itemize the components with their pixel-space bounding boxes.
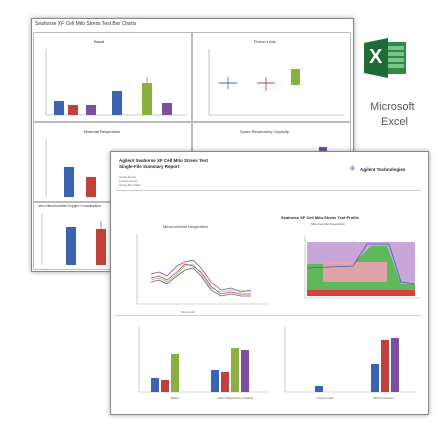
report-header-divider <box>115 190 421 191</box>
ocr-series-purple <box>150 259 252 293</box>
back-basal-bar <box>112 91 122 115</box>
back-panel-title-maximal: Maximal Respiration <box>84 129 121 134</box>
report-bottom-divider <box>115 315 421 316</box>
back-basal-bar <box>68 105 78 115</box>
report-subtitle: Single-File Summary Report <box>119 164 180 169</box>
bottom-bar-atp <box>391 338 399 392</box>
bottom-bar-atp <box>381 340 389 392</box>
front-report-sheet: Agilent Seahorse XF Cell Mito Stress Tes… <box>110 151 429 415</box>
ocr-line-chart <box>136 234 269 305</box>
excel-letter: X <box>369 46 383 68</box>
back-panel-title-basal: Basal <box>94 39 105 44</box>
back-basal-bar <box>162 103 172 115</box>
bottom-label-basal: Basal <box>171 396 179 400</box>
back-panel-title-nonmito: Non-mitochondrial Oxygen Consumption <box>38 204 102 208</box>
ocr-time-label: Time (min) <box>181 310 196 314</box>
excel-label-excel: Excel <box>381 116 408 128</box>
bottom-bar-spare <box>221 372 229 392</box>
agilent-spark-icon: ✳ <box>349 164 356 173</box>
ocr-series-blue <box>150 267 251 297</box>
bottom-bar-basal <box>161 380 169 392</box>
back-proton-points <box>208 49 345 116</box>
agilent-label: Agilent Technologies <box>360 167 406 172</box>
report-assay-date: Assay Run Date <box>119 183 141 187</box>
back-panel-title-proton: Proton Leak <box>254 39 276 44</box>
back-panel-title-spare: Spare Respiratory Capacity <box>240 129 289 134</box>
profile-area-red <box>307 290 415 296</box>
bottom-bar-spare <box>211 370 219 392</box>
profile-area-chart <box>304 236 421 299</box>
back-panel-proton-leak <box>192 32 351 122</box>
report-project-name: Project Name <box>119 179 138 183</box>
bottom-bar-atp <box>371 364 379 392</box>
back-maximal-bar <box>86 177 96 197</box>
excel-label-microsoft: Microsoft <box>370 101 415 113</box>
back-proton-bar <box>291 69 300 85</box>
back-nonmito-bar <box>66 227 76 265</box>
back-basal-bar <box>142 83 152 115</box>
back-panel-basal <box>33 32 192 122</box>
back-basal-bar <box>54 101 64 115</box>
agilent-logo: ✳ Agilent Technologies <box>349 158 405 176</box>
back-basal-bars <box>45 49 186 116</box>
bottom-bar-basal <box>151 378 159 392</box>
profile-area-pink <box>323 262 387 282</box>
bottom-bar-basal <box>171 354 179 392</box>
ocr-series-green <box>150 263 252 293</box>
back-nonmito-bar <box>96 229 106 265</box>
excel-icon <box>364 38 406 78</box>
bottom-label-proton: Proton Leak <box>317 396 334 400</box>
bottom-label-spare: Spare Respiratory Capacity <box>217 396 254 400</box>
bottom-label-atp: ATP Production <box>373 396 394 400</box>
profile-chart-subtitle: Mitochondrial Respiration <box>311 222 345 226</box>
report-title: Agilent Seahorse XF Cell Mito Stress Tes… <box>119 158 208 163</box>
profile-chart-title: Seahorse XF Cell Mito Stress Test Profil… <box>281 215 359 220</box>
back-sheet-title: Seahorse XF Cell Mito Stress Test Bar Ch… <box>35 21 137 27</box>
profile-line-blue <box>306 243 416 285</box>
back-maximal-bar <box>64 167 74 197</box>
back-basal-bar <box>86 105 96 115</box>
excel-logo: X <box>364 38 410 78</box>
ocr-chart-title: Mitochondrial Respiration <box>163 224 209 229</box>
back-nonmito-bars <box>41 213 106 265</box>
bottom-bar-spare <box>241 350 249 392</box>
report-bottom-bar-charts <box>138 326 417 393</box>
report-assay-name: Assay Name <box>119 175 137 179</box>
bottom-bar-proton <box>315 386 323 392</box>
bottom-bar-spare <box>231 348 239 392</box>
